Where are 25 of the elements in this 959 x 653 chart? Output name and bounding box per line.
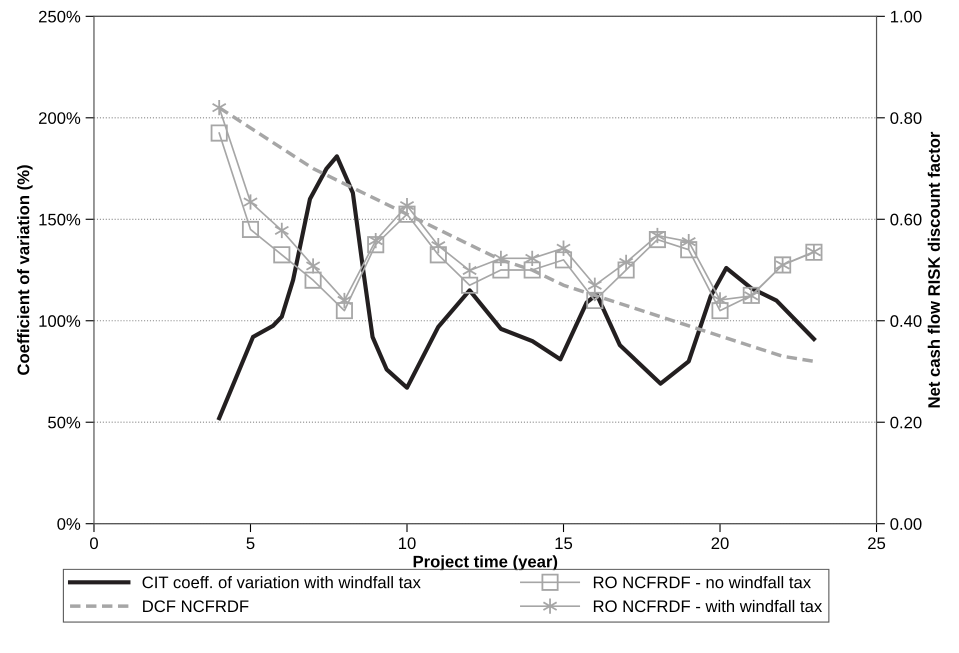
y-tick-label: 200% [39,112,80,124]
y2-axis-title: Net cash flow RISK discount factor [928,132,940,408]
x-axis-title: Project time (year) [414,555,558,571]
y2-tick-label: 0.40 [890,315,922,327]
y2-tick-label: 1.00 [890,10,922,23]
legend-label: CIT coeff. of variation with windfall tax [142,576,421,588]
x-tick-label: 15 [556,538,572,550]
y-tick-label: 0% [57,518,80,530]
y-tick-label: 100% [39,315,80,327]
x-tick-label: 20 [712,537,729,550]
y-axis-title: Coefficient of variation (%) [17,165,33,375]
x-tick-label: 5 [246,538,254,550]
y2-tick-label: 0.60 [890,214,922,226]
legend-label: RO NCFRDF - no windfall tax [594,576,811,588]
x-tick-label: 10 [399,537,416,550]
y2-tick-label: 0.00 [890,518,922,530]
y2-tick-label: 0.20 [890,416,922,428]
legend-label: RO NCFRDF - with windfall tax [594,600,822,612]
y-tick-label: 150% [39,214,80,226]
x-tick-label: 0 [90,537,98,550]
legend-label: DCF NCFRDF [143,600,248,612]
y-tick-label: 250% [39,10,80,23]
x-tick-label: 25 [868,537,886,550]
y-tick-label: 50% [48,416,80,428]
y2-tick-label: 0.80 [890,112,922,124]
